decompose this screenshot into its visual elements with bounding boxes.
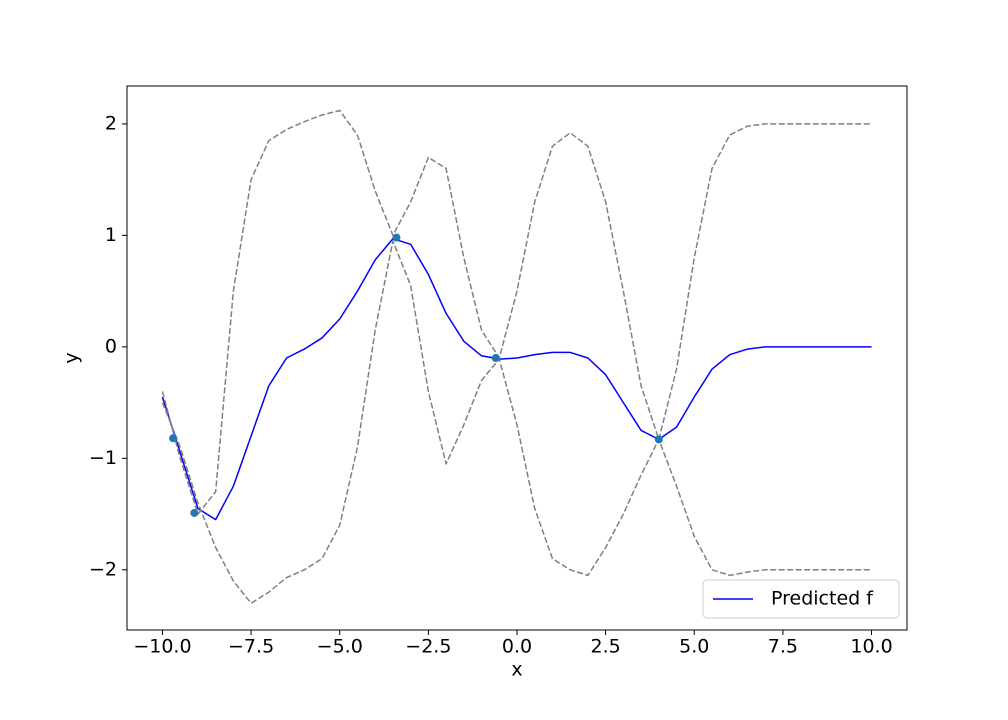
mean-line bbox=[161, 237, 872, 521]
observation-point bbox=[654, 435, 663, 444]
observation-point bbox=[491, 354, 500, 362]
x-tick-label: −7.5 bbox=[228, 636, 274, 658]
x-tick-label: 7.5 bbox=[768, 636, 798, 658]
observation-point bbox=[392, 233, 401, 242]
observation-point bbox=[190, 508, 199, 517]
y-tick-label: 0 bbox=[105, 335, 117, 357]
x-tick-label: 0.0 bbox=[502, 636, 532, 658]
bound-line bbox=[161, 109, 872, 515]
x-tick-label: −10.0 bbox=[133, 636, 191, 658]
y-tick-label: 1 bbox=[105, 224, 117, 246]
y-axis-label: y bbox=[61, 352, 83, 363]
y-tick-label: −2 bbox=[89, 558, 117, 580]
legend-label: Predicted f bbox=[771, 588, 874, 610]
x-tick-label: 10.0 bbox=[850, 636, 892, 658]
bound-line bbox=[161, 240, 872, 604]
x-tick-label: 5.0 bbox=[679, 636, 709, 658]
x-tick-label: 2.5 bbox=[591, 636, 621, 658]
legend-box bbox=[702, 579, 900, 619]
observation-point bbox=[169, 434, 178, 443]
x-tick-label: −2.5 bbox=[405, 636, 451, 658]
x-axis-label: x bbox=[511, 659, 522, 681]
y-tick-label: −1 bbox=[89, 447, 117, 469]
x-tick-label: −5.0 bbox=[317, 636, 363, 658]
y-tick-label: 2 bbox=[105, 112, 117, 134]
